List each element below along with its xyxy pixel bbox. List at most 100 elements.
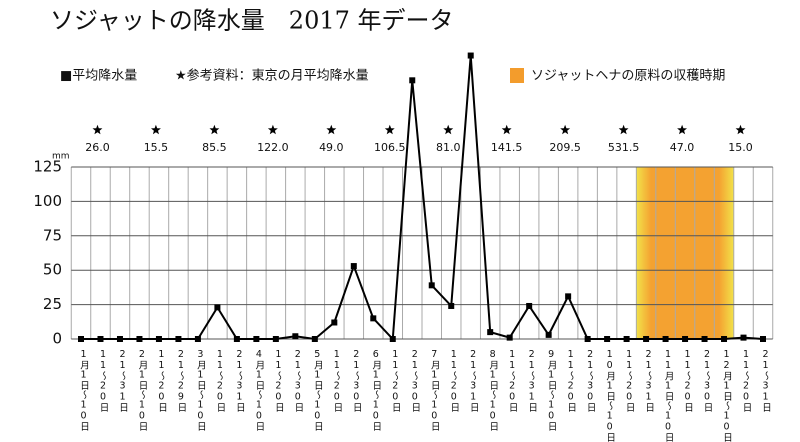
- x-tick-label: 11〜20日: [623, 349, 635, 412]
- reference-label: 531.5: [608, 141, 640, 154]
- x-tick-label: 11〜20日: [97, 349, 109, 412]
- point: [428, 282, 435, 289]
- x-tick-label: 11〜20日: [565, 349, 577, 412]
- x-tick-label: 8月1日〜10日: [487, 349, 499, 431]
- y-tick-label: 75: [43, 226, 62, 244]
- point: [370, 315, 377, 322]
- legend-reference: ★参考資料：東京の月平均降水量: [175, 68, 369, 84]
- line: [81, 55, 764, 342]
- x-tick-label: 5月1日〜10日: [311, 349, 323, 431]
- legend-highlight: ソジャットヘナの原料の収穫時期: [531, 69, 725, 84]
- x-tick-label: 11〜20日: [682, 349, 694, 412]
- x-tick-label: 2月1日〜10日: [136, 349, 148, 431]
- x-tick-label: 11〜20日: [506, 349, 518, 412]
- point: [526, 302, 533, 309]
- point: [760, 336, 766, 342]
- x-tick-label: 11〜20日: [214, 349, 226, 412]
- reference-label: 49.0: [319, 141, 344, 154]
- point: [740, 334, 747, 341]
- point: [78, 336, 84, 342]
- reference-star: [618, 124, 629, 135]
- point: [662, 336, 669, 342]
- point: [623, 336, 630, 342]
- point: [487, 329, 494, 336]
- reference-label: 209.5: [549, 141, 581, 154]
- reference-star: [326, 124, 337, 135]
- y-tick-label: 125: [33, 158, 62, 176]
- reference-star: [267, 124, 278, 135]
- reference-label: 85.5: [202, 141, 227, 154]
- x-tick-label: 11〜20日: [155, 349, 167, 412]
- x-tick-label: 11〜20日: [272, 349, 284, 412]
- point: [565, 293, 572, 300]
- x-tick-label: 21〜30日: [350, 349, 362, 412]
- x-tick-label: 9月1日〜10日: [545, 349, 557, 431]
- x-tick-label: 21〜30日: [292, 349, 304, 412]
- legend-swatch: [510, 68, 524, 83]
- point: [194, 336, 201, 342]
- x-tick-label: 21〜31日: [116, 349, 128, 412]
- point: [214, 304, 221, 311]
- point: [448, 302, 455, 309]
- reference-star: [209, 124, 220, 135]
- x-tick-label: 4月1日〜10日: [253, 349, 265, 431]
- reference-star: [735, 124, 746, 135]
- reference-label: 47.0: [670, 141, 695, 154]
- x-tick-label: 21〜31日: [643, 349, 655, 412]
- point: [155, 336, 162, 342]
- point: [116, 336, 123, 342]
- point: [292, 333, 299, 340]
- reference-label: 106.5: [374, 141, 406, 154]
- x-tick-label: 1月1日〜10日: [78, 349, 89, 431]
- point: [584, 336, 591, 342]
- reference-label: 81.0: [436, 141, 461, 154]
- point: [643, 336, 650, 342]
- point: [97, 336, 104, 342]
- point: [467, 52, 474, 59]
- point: [311, 336, 318, 342]
- harvest-band: [636, 167, 734, 339]
- point: [233, 336, 240, 342]
- x-tick-label: 6月1日〜10日: [370, 349, 382, 431]
- y-tick-label: 25: [43, 295, 62, 313]
- x-tick-label: 11〜20日: [448, 349, 460, 412]
- reference-label: 26.0: [85, 141, 110, 154]
- point: [701, 336, 708, 342]
- point: [136, 336, 143, 342]
- y-tick-label: 100: [33, 192, 62, 210]
- point: [506, 334, 513, 341]
- x-tick-label: 7月1日〜10日: [428, 349, 440, 431]
- x-tick-label: 10月1日〜10日: [604, 349, 616, 442]
- reference-label: 122.0: [257, 141, 289, 154]
- x-tick-label: 21〜31日: [526, 349, 538, 412]
- x-tick-label: 3月1日〜10日: [194, 349, 206, 431]
- reference-star: [92, 124, 103, 135]
- x-tick-label: 21〜30日: [409, 349, 421, 412]
- reference-label: 15.0: [728, 141, 753, 154]
- x-tick-label: 21〜30日: [701, 349, 713, 412]
- x-tick-label: 11〜20日: [389, 349, 401, 412]
- reference-star: [501, 124, 512, 135]
- x-tick-label: 11〜20日: [740, 349, 752, 412]
- point: [272, 336, 279, 342]
- reference-star: [384, 124, 395, 135]
- y-unit: mm: [52, 152, 70, 162]
- point: [350, 263, 357, 270]
- x-tick-label: 21〜30日: [584, 349, 596, 412]
- reference-star: [560, 124, 571, 135]
- y-tick-label: 50: [43, 261, 62, 279]
- x-tick-label: 21〜31日: [467, 349, 479, 412]
- point: [545, 331, 552, 338]
- x-tick-label: 11〜20日: [331, 349, 343, 412]
- point: [721, 336, 728, 342]
- chart-title: ソジャットの降水量 2017 年データ: [50, 7, 454, 35]
- point: [604, 336, 611, 342]
- x-tick-label: 21〜31日: [760, 349, 771, 412]
- y-tick-label: 0: [52, 330, 62, 348]
- x-tick-label: 21〜31日: [233, 349, 245, 412]
- x-tick-label: 21〜29日: [175, 349, 187, 412]
- reference-label: 15.5: [144, 141, 169, 154]
- reference-star: [443, 124, 454, 135]
